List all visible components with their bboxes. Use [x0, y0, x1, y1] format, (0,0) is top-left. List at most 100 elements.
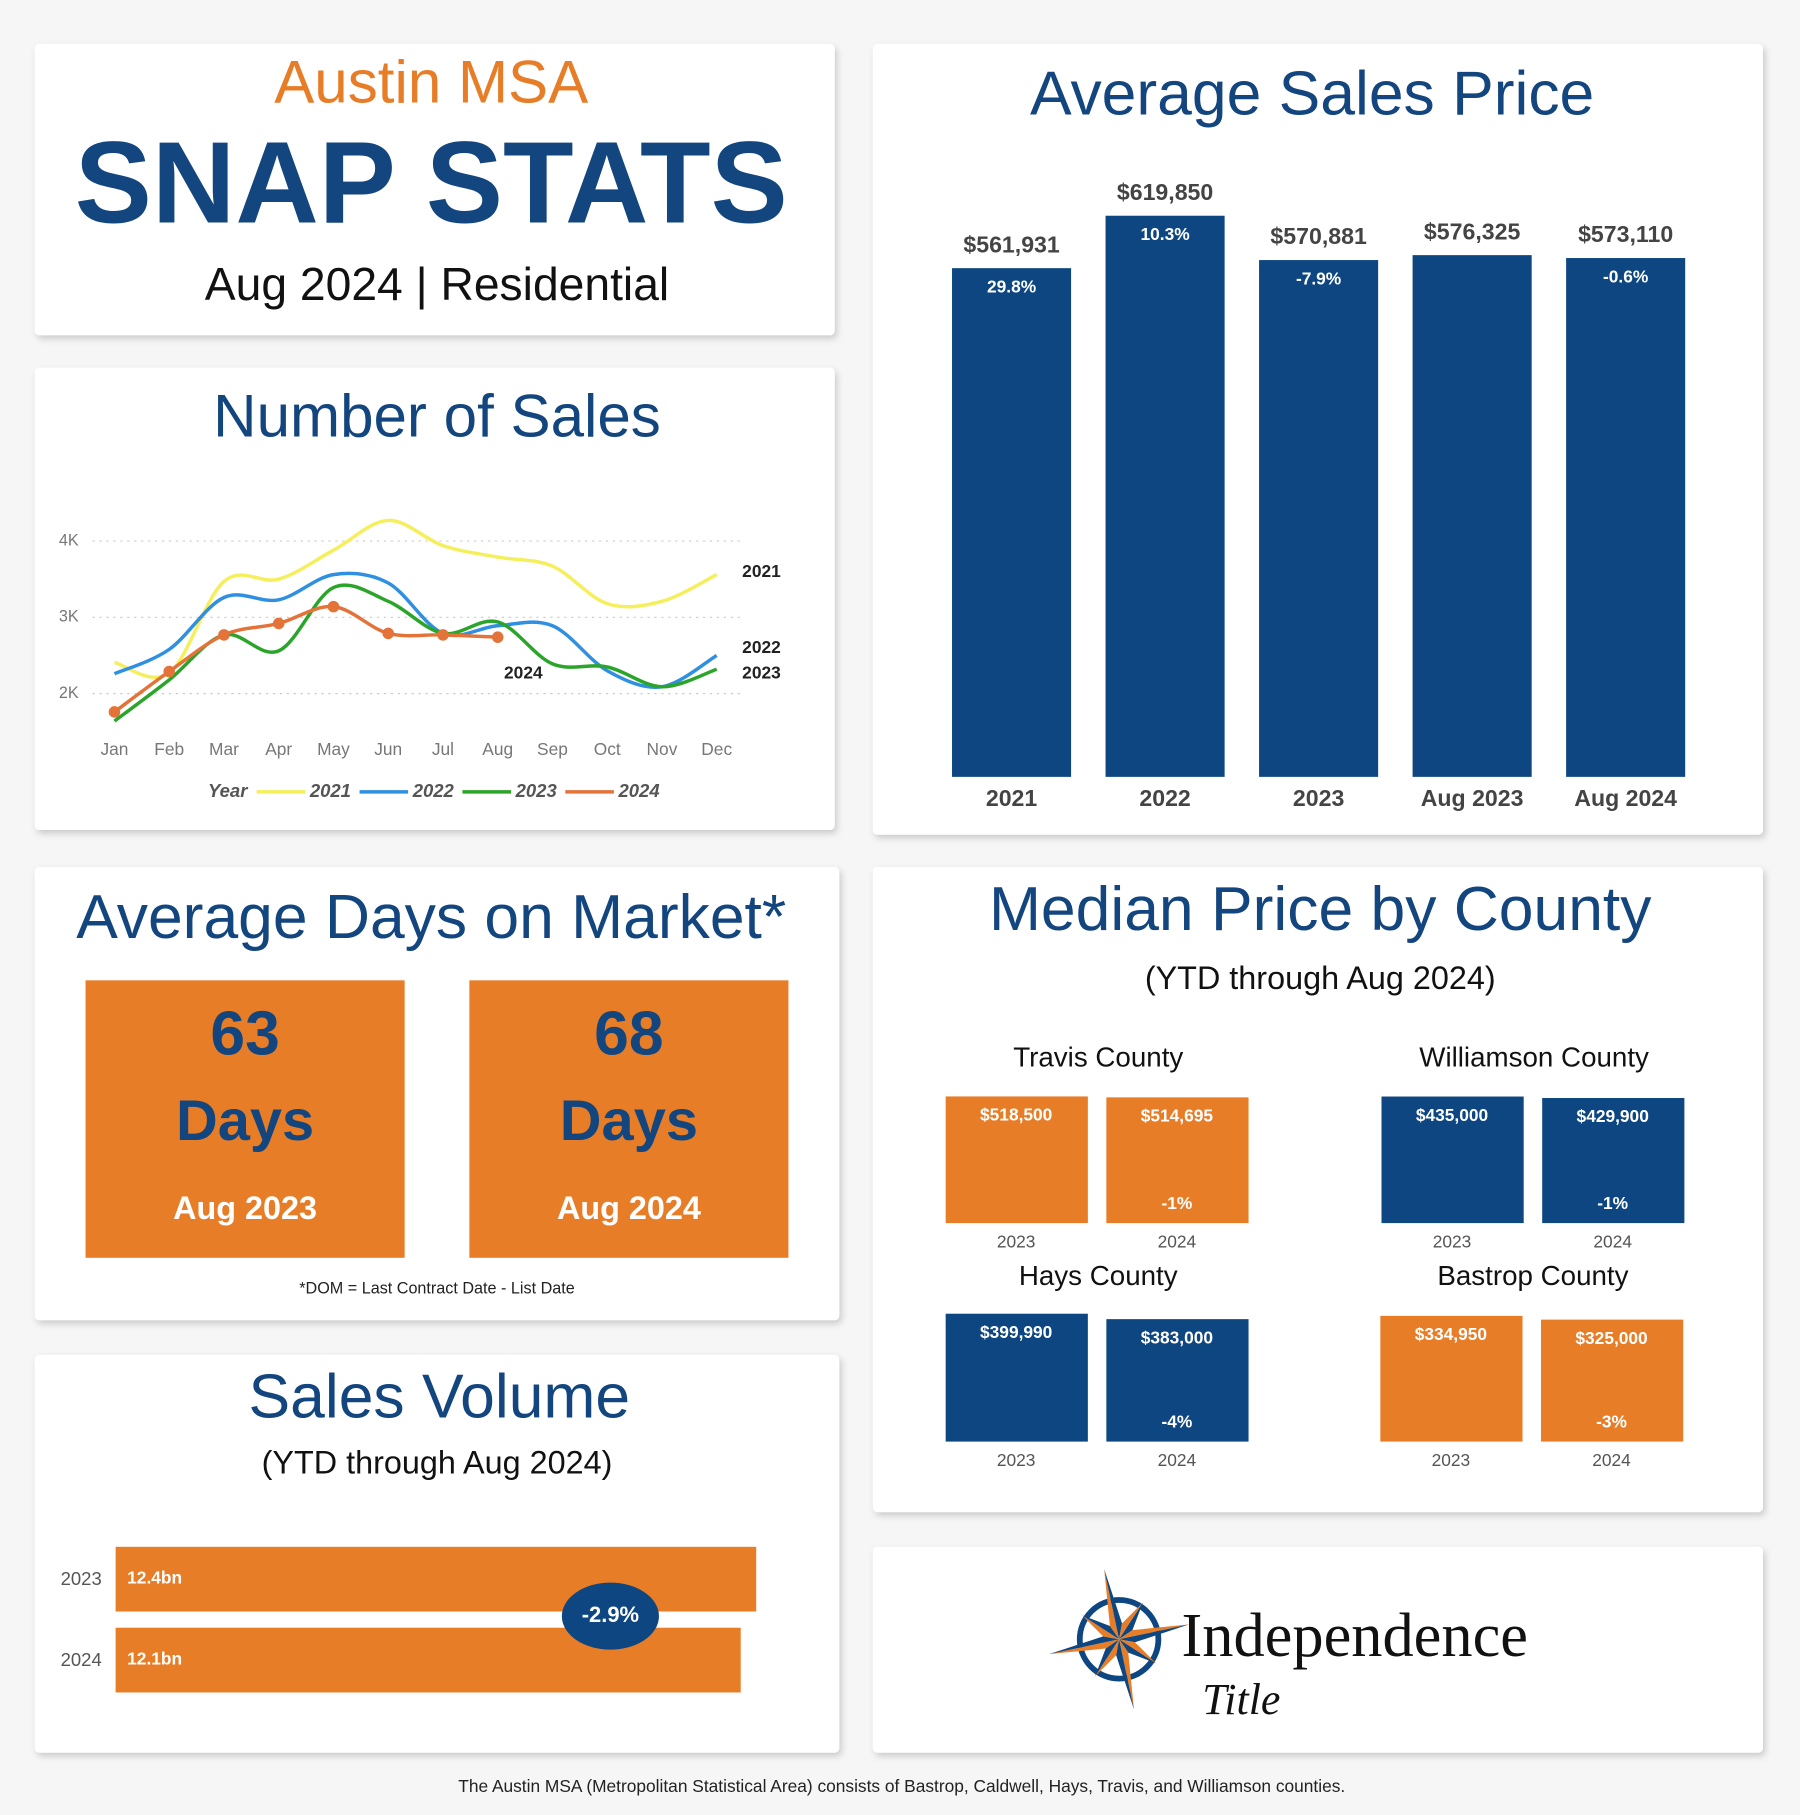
x-tick-label: Feb — [154, 739, 184, 759]
star-point — [1119, 1624, 1190, 1643]
change-label: -4% — [1161, 1412, 1192, 1432]
series-label: 2021 — [742, 561, 781, 581]
x-tick-label: Jul — [432, 739, 454, 759]
bar — [945, 1096, 1088, 1224]
logo-star — [1048, 1569, 1190, 1710]
panel-title: Travis County — [1013, 1041, 1183, 1072]
x-tick-label: Jan — [100, 739, 128, 759]
change-label: 10.3% — [1141, 224, 1190, 244]
chart-subtitle: (YTD through Aug 2024) — [1145, 960, 1496, 996]
bar — [1259, 260, 1379, 777]
dom-unit: Days — [560, 1089, 698, 1153]
panel-title: Williamson County — [1419, 1041, 1649, 1072]
value-label: $399,990 — [980, 1322, 1052, 1342]
star-point — [1119, 1624, 1190, 1640]
section-title: Average Days on Market* — [76, 882, 786, 952]
legend-title: Year — [208, 780, 249, 801]
bar — [1106, 1319, 1249, 1442]
value-label: $573,110 — [1578, 221, 1673, 247]
chart-title: Average Sales Price — [1030, 59, 1594, 129]
dom-card — [469, 980, 789, 1258]
change-label: -0.6% — [1603, 266, 1648, 286]
bar — [1380, 1315, 1523, 1442]
x-tick-label: Mar — [209, 739, 239, 759]
region: Austin MSA — [274, 49, 588, 116]
x-tick-label: Dec — [701, 739, 732, 759]
value-label: $570,881 — [1270, 223, 1367, 249]
value-label: $435,000 — [1416, 1105, 1488, 1125]
dom-label: Aug 2024 — [557, 1190, 701, 1226]
point — [327, 600, 340, 613]
point — [491, 631, 504, 643]
x-tick-label: 2024 — [1592, 1450, 1631, 1470]
x-tick-label: Sep — [537, 739, 568, 759]
dom-unit: Days — [176, 1089, 314, 1153]
bar — [1106, 1097, 1249, 1224]
legend-label: 2023 — [515, 780, 558, 801]
y-tick-label: 3K — [59, 608, 79, 626]
x-tick-label: 2024 — [1158, 1450, 1197, 1470]
legend-label: 2024 — [618, 780, 660, 801]
value-label: $429,900 — [1577, 1106, 1649, 1126]
point — [437, 629, 449, 641]
change-label: -1% — [1161, 1193, 1192, 1213]
bar — [1566, 258, 1686, 777]
logo-tagline: Title — [1202, 1675, 1280, 1724]
series-line — [113, 518, 718, 680]
point — [272, 617, 285, 630]
bar — [115, 1546, 757, 1612]
series-label: 2023 — [742, 663, 781, 683]
x-tick-label: 2024 — [1593, 1231, 1632, 1251]
dom-label: Aug 2023 — [173, 1190, 317, 1226]
series-label: 2024 — [504, 663, 543, 683]
panel-title: Hays County — [1019, 1260, 1178, 1291]
series-line — [113, 571, 718, 689]
star-ring — [1076, 1597, 1162, 1682]
value-label: $561,931 — [963, 231, 1060, 257]
dom-value: 68 — [594, 999, 663, 1069]
value-label: $514,695 — [1141, 1106, 1214, 1126]
value-label: $325,000 — [1575, 1328, 1647, 1348]
panel-title: Bastrop County — [1437, 1260, 1628, 1291]
bar — [1541, 1319, 1684, 1442]
point — [218, 629, 230, 641]
change-label: 29.8% — [987, 276, 1036, 296]
change-label: -2.9% — [582, 1602, 639, 1627]
dom-card — [85, 980, 405, 1258]
legend-label: 2021 — [309, 780, 351, 801]
point — [382, 627, 394, 640]
x-tick-label: 2024 — [1158, 1231, 1197, 1251]
x-tick-label: Aug 2023 — [1421, 785, 1524, 811]
footer: The Austin MSA (Metropolitan Statistical… — [458, 1776, 1345, 1796]
x-tick-label: Jun — [374, 739, 402, 759]
logo-name: Independence — [1181, 1600, 1528, 1670]
x-tick-label: 2023 — [1433, 1231, 1472, 1251]
x-tick-label: 2023 — [1293, 785, 1345, 811]
star-point — [1082, 1615, 1120, 1640]
x-tick-label: 2022 — [1139, 785, 1190, 811]
bar — [1381, 1096, 1524, 1224]
change-badge — [561, 1582, 659, 1650]
star-point — [1119, 1639, 1156, 1664]
star-point — [1116, 1639, 1134, 1710]
panel — [872, 1546, 1763, 1753]
bar — [1105, 215, 1225, 777]
panel — [872, 867, 1763, 1513]
value-label: $576,325 — [1424, 218, 1521, 244]
panel — [34, 43, 835, 336]
chart-title: Sales Volume — [249, 1362, 631, 1432]
x-tick-label: Oct — [594, 739, 621, 759]
dom-note: *DOM = Last Contract Date - List Date — [299, 1279, 574, 1297]
value-label: $334,950 — [1415, 1324, 1487, 1344]
bar — [1412, 255, 1532, 777]
chart-title: Number of Sales — [213, 383, 661, 450]
x-tick-label: Apr — [265, 739, 292, 759]
value-label: 12.1bn — [127, 1649, 182, 1669]
subtitle: Aug 2024 | Residential — [205, 258, 669, 310]
point — [163, 665, 175, 678]
main-title: SNAP STATS — [75, 118, 788, 247]
value-label: $518,500 — [980, 1105, 1052, 1125]
x-tick-label: May — [317, 739, 350, 759]
star-point — [1048, 1639, 1120, 1655]
bar — [945, 1313, 1088, 1442]
